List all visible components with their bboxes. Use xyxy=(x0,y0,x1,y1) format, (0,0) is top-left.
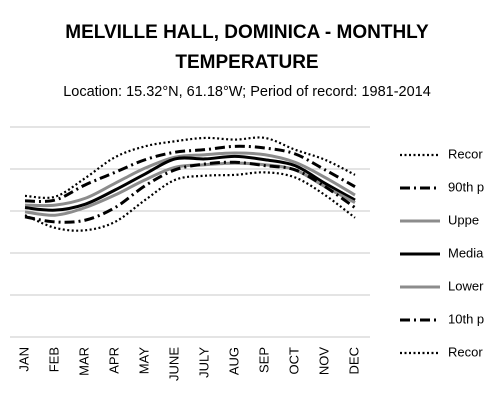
x-tick-label: DEC xyxy=(346,347,361,374)
series-line xyxy=(24,160,356,224)
legend-label: Uppe xyxy=(448,212,479,227)
x-tick-label: JAN xyxy=(16,347,31,372)
chart-title: MELVILLE HALL, DOMINICA - MONTHLY xyxy=(65,22,429,43)
x-tick-label: MAY xyxy=(136,347,151,375)
x-tick-label: OCT xyxy=(286,347,301,375)
x-tick-label: AUG xyxy=(226,347,241,375)
chart-subtitle: Location: 15.32°N, 61.18°W; Period of re… xyxy=(63,84,431,100)
x-tick-label: JULY xyxy=(196,347,211,378)
x-tick-label: JUNE xyxy=(166,347,181,381)
legend-label: 10th p xyxy=(448,311,484,326)
x-tick-label: NOV xyxy=(316,347,331,376)
series-line xyxy=(24,136,356,199)
legend-label: 90th p xyxy=(448,179,484,194)
legend-label: Media xyxy=(448,245,484,260)
series-line xyxy=(24,144,356,203)
x-tick-label: MAR xyxy=(76,347,91,376)
x-tick-label: APR xyxy=(106,347,121,374)
series-line xyxy=(24,171,356,232)
x-tick-label: SEP xyxy=(256,347,271,373)
series-line xyxy=(24,154,356,212)
legend-label: Recor xyxy=(448,146,483,161)
legend-label: Lower xyxy=(448,278,484,293)
chart-title: TEMPERATURE xyxy=(175,52,318,73)
series-line xyxy=(24,151,356,208)
legend-label: Recor xyxy=(448,344,483,359)
x-tick-label: FEB xyxy=(46,347,61,372)
